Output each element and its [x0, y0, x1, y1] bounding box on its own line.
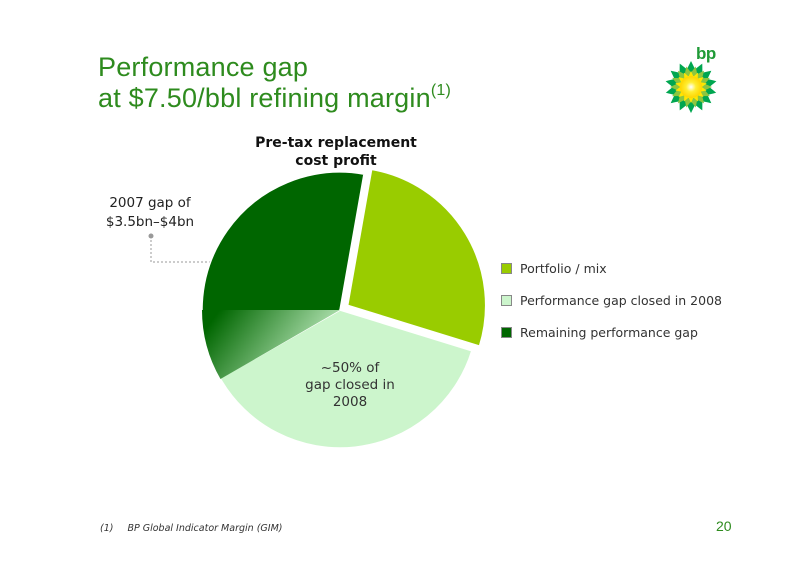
gap-callout: 2007 gap of $3.5bn–$4bn [104, 194, 196, 232]
bp-logo: bp [664, 44, 724, 113]
page-number: 20 [716, 518, 732, 534]
footnote-text: BP Global Indicator Margin (GIM) [127, 523, 283, 534]
footnote-number: (1) [100, 523, 114, 534]
legend-label: Portfolio / mix [520, 260, 607, 276]
slice-annotation: ~50% of gap closed in 2008 [290, 360, 410, 411]
pie-slice-1 [346, 168, 487, 348]
footnote: (1) BP Global Indicator Margin (GIM) [100, 523, 282, 534]
slice-annotation-line-2: gap closed in [305, 377, 395, 393]
legend-swatch [501, 326, 512, 338]
title-line-1: Performance gap [98, 52, 309, 82]
slice-annotation-line-3: 2008 [332, 394, 368, 410]
legend-item: Performance gap closed in 2008 [501, 290, 722, 310]
slice-annotation-line-1: ~50% of [320, 360, 380, 376]
title-line-2-text: at $7.50/bbl refining margin [98, 83, 431, 113]
slide-title: Performance gap at $7.50/bbl refining ma… [98, 52, 451, 114]
legend-swatch [501, 262, 512, 274]
legend-label: Remaining performance gap [520, 324, 698, 340]
callout-line-1: 2007 gap of [109, 195, 191, 211]
legend-label: Performance gap closed in 2008 [520, 292, 722, 308]
legend-item: Portfolio / mix [501, 258, 722, 278]
pie-slice-2 [218, 309, 473, 449]
legend-swatch [501, 294, 512, 306]
chart-title-line-1: Pre-tax replacement [255, 135, 417, 151]
helios-sunflower-icon [665, 61, 717, 113]
chart-title-line-2: cost profit [295, 153, 377, 169]
legend-item: Remaining performance gap [501, 322, 722, 342]
callout-line-2: $3.5bn–$4bn [105, 214, 195, 230]
pie-slice-blend [202, 310, 340, 379]
bp-logo-text: bp [696, 44, 716, 63]
title-line-2: at $7.50/bbl refining margin(1) [98, 83, 451, 114]
title-footnote-marker: (1) [430, 82, 451, 99]
chart-legend: Portfolio / mix Performance gap closed i… [501, 258, 722, 354]
chart-title: Pre-tax replacement cost profit [226, 134, 446, 170]
callout-leader-dot [148, 233, 154, 239]
callout-leader-line [150, 236, 212, 263]
